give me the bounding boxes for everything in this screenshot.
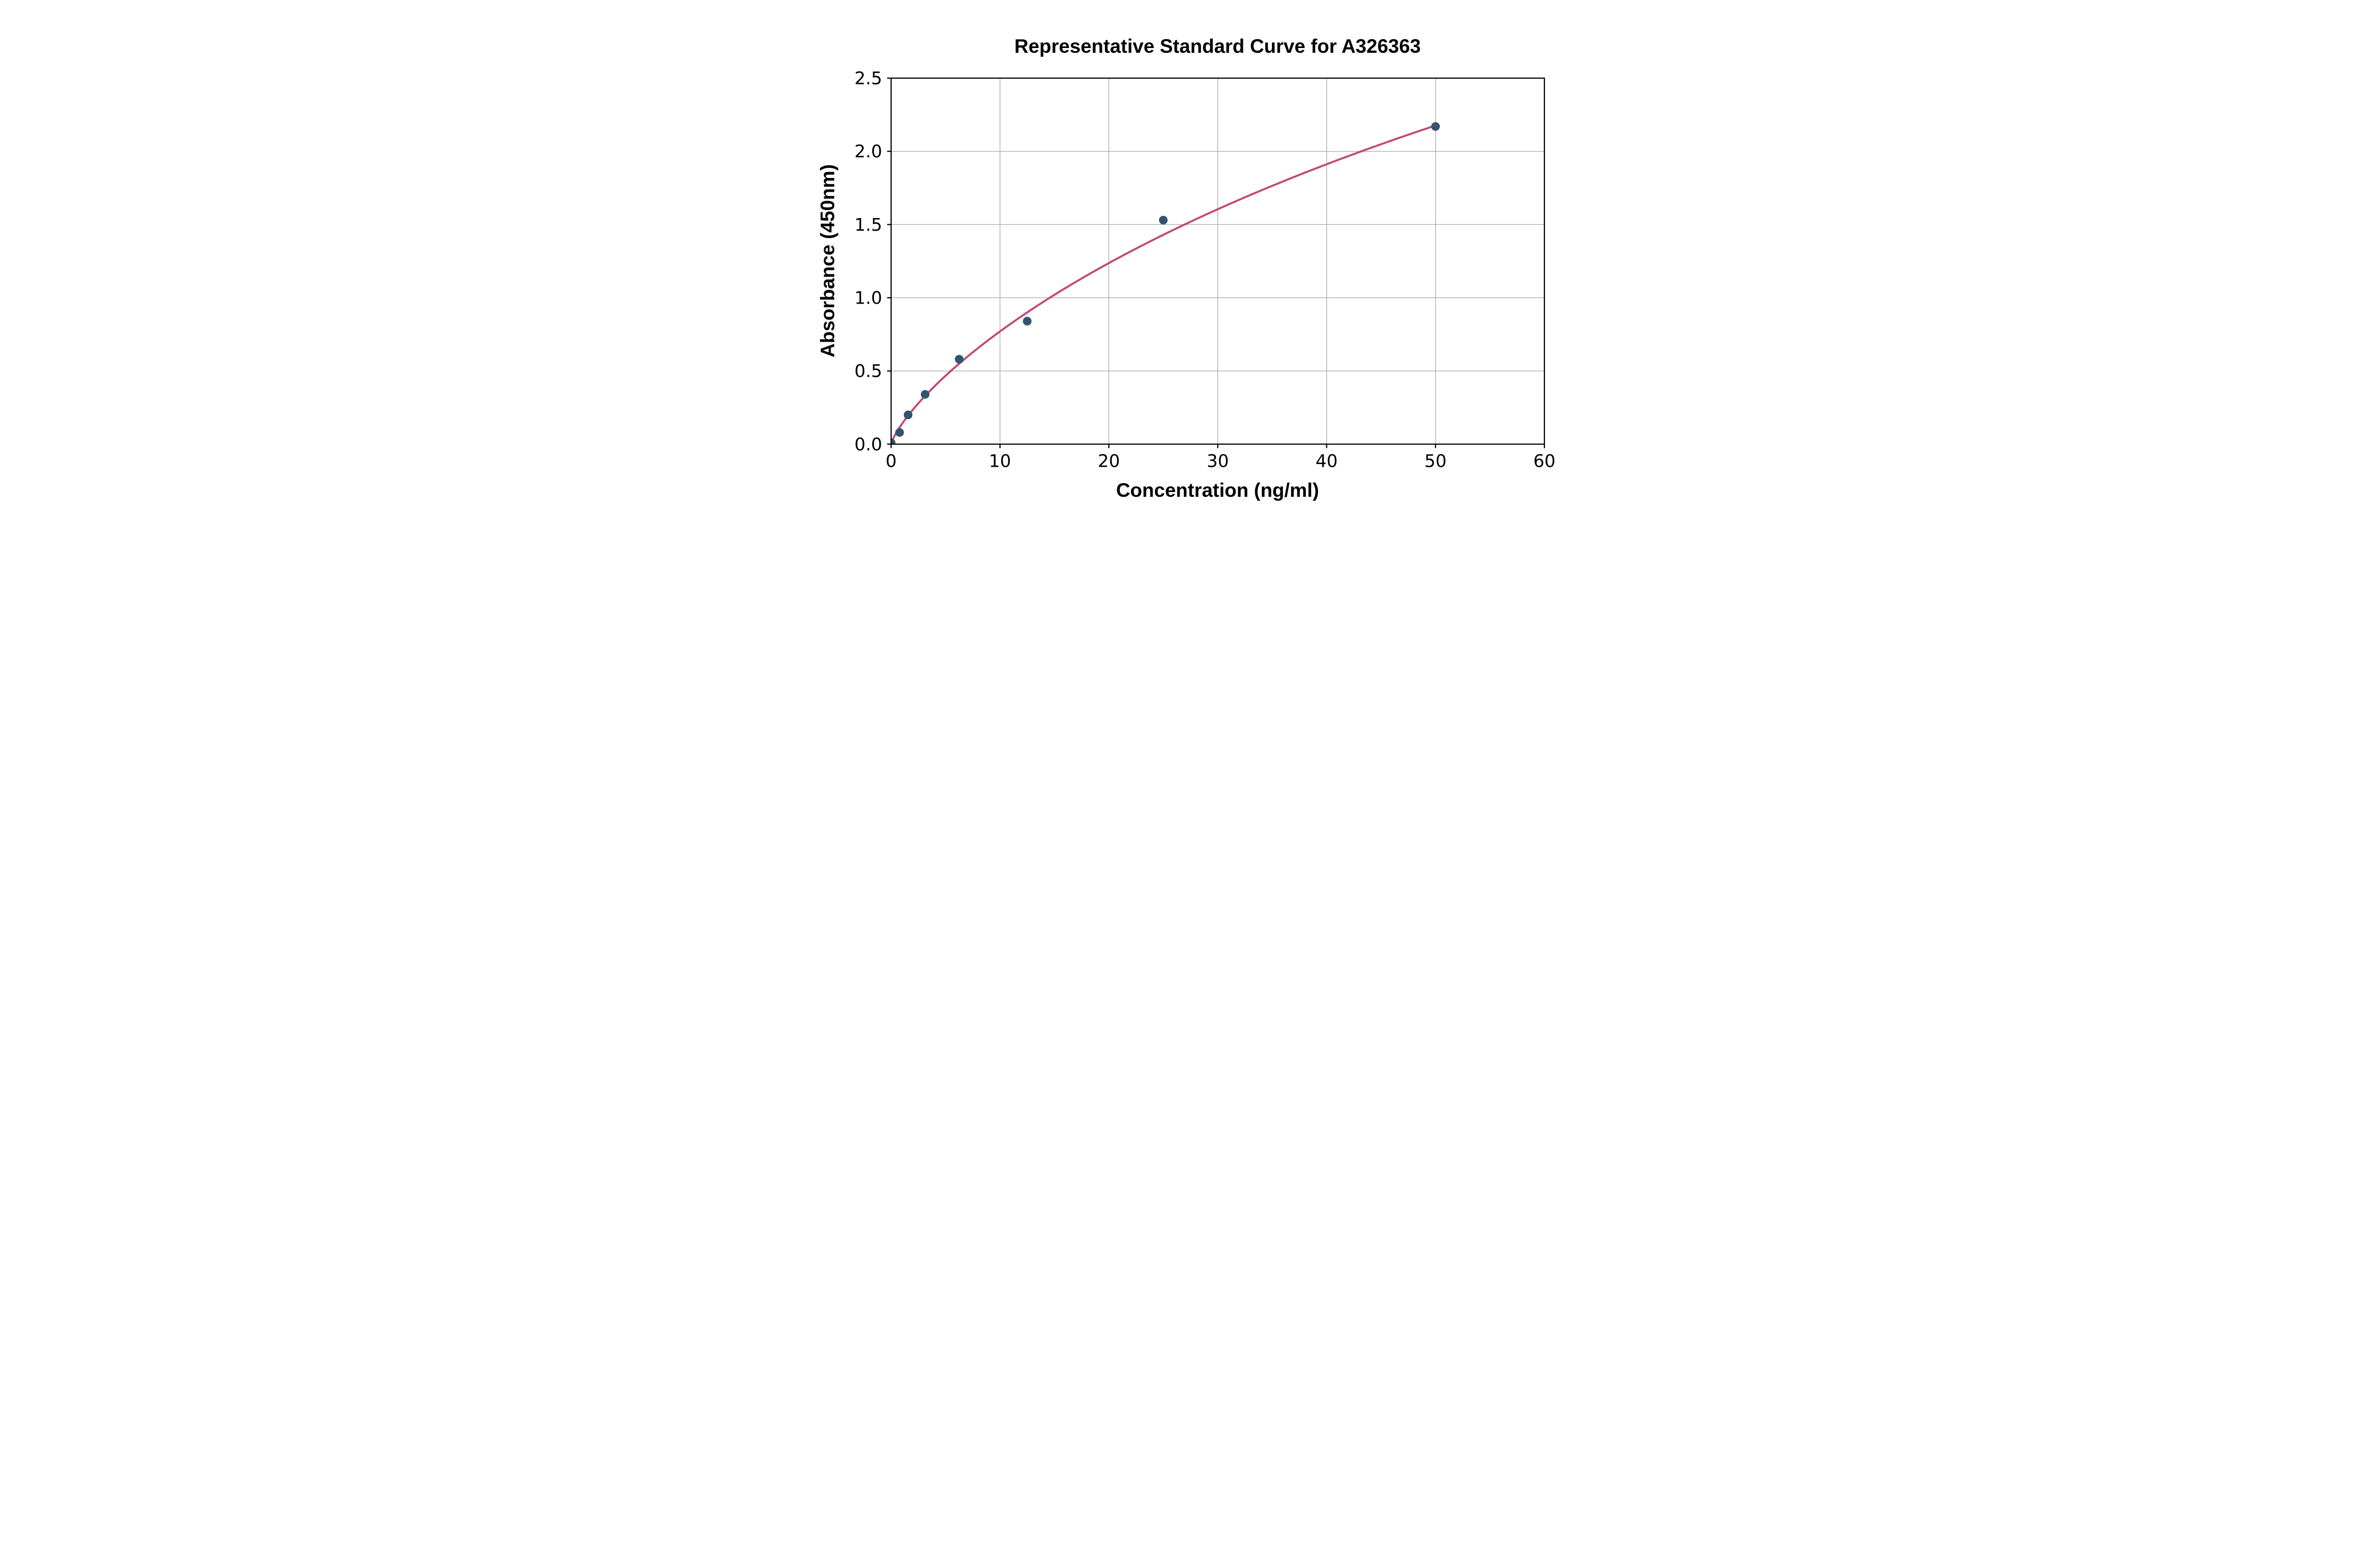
grid-lines — [890, 78, 1545, 445]
data-layer — [891, 122, 1440, 445]
x-tick-label: 0 — [885, 450, 897, 471]
x-tick-label: 10 — [989, 450, 1011, 471]
y-axis-label: Absorbance (450nm) — [817, 164, 838, 357]
data-point-marker — [903, 410, 913, 420]
chart-title: Representative Standard Curve for A32636… — [1014, 35, 1421, 57]
y-tick-label: 1.5 — [854, 214, 882, 235]
data-point-marker — [891, 438, 895, 445]
data-point-marker — [1159, 215, 1168, 225]
x-tick-label: 30 — [1206, 450, 1229, 471]
data-point-marker — [1023, 317, 1032, 326]
data-point-marker — [1431, 122, 1440, 131]
data-point-marker — [920, 390, 930, 399]
y-tick-label: 1.0 — [854, 287, 882, 308]
standard-curve-figure: 0 10 20 30 40 50 60 0.0 0.5 1.0 1.5 2.0 2.5 Represen… — [792, 0, 1584, 523]
y-tick-label: 0.5 — [854, 361, 882, 381]
data-point-marker — [955, 355, 964, 364]
axes-layer: 0 10 20 30 40 50 60 0.0 0.5 1.0 1.5 2.0 2.5 — [854, 68, 1555, 471]
data-point-marker — [895, 428, 904, 437]
y-tick-label: 2.5 — [854, 68, 882, 89]
x-axis-label: Concentration (ng/ml) — [1116, 479, 1319, 501]
y-tick-label: 2.0 — [854, 141, 882, 162]
x-tick-label: 60 — [1533, 450, 1555, 471]
fit-curve-line — [891, 124, 1437, 445]
x-tick-label: 40 — [1316, 450, 1338, 471]
y-tick-label: 0.0 — [854, 434, 882, 455]
x-tick-label: 20 — [1098, 450, 1120, 471]
standard-curve-chart: 0 10 20 30 40 50 60 0.0 0.5 1.0 1.5 2.0 2.5 Represen… — [817, 35, 1555, 501]
x-tick-label: 50 — [1425, 450, 1447, 471]
